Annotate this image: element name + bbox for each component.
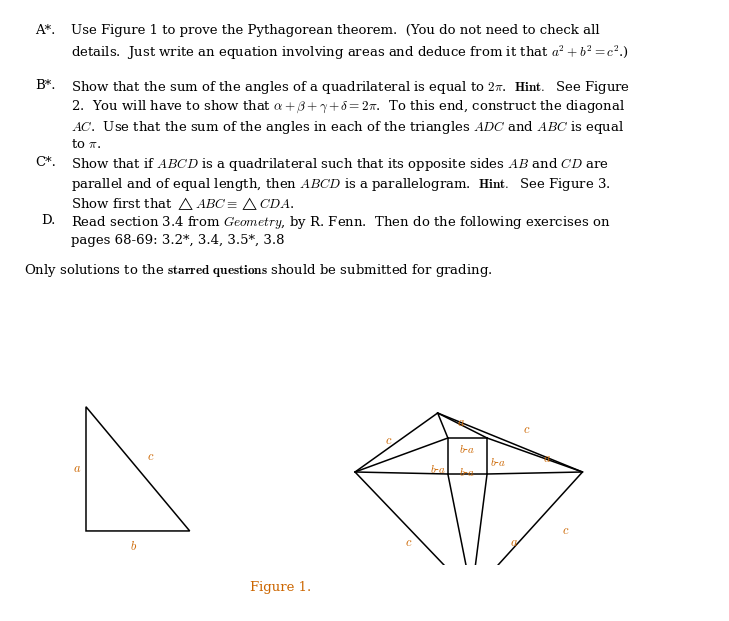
Text: $b$: $b$ — [130, 540, 137, 553]
Text: $a$: $a$ — [510, 535, 518, 548]
Text: Figure 1.: Figure 1. — [250, 581, 311, 594]
Text: $b$-$a$: $b$-$a$ — [459, 443, 475, 455]
Text: $AC$.  Use that the sum of the angles in each of the triangles $ADC$ and $ABC$ i: $AC$. Use that the sum of the angles in … — [71, 119, 625, 135]
Text: C*.: C*. — [35, 156, 56, 170]
Text: 2.  You will have to show that $\alpha+\beta+\gamma+\delta=2\pi$.  To this end, : 2. You will have to show that $\alpha+\b… — [71, 99, 625, 116]
Text: A*.: A*. — [35, 24, 55, 37]
Text: B*.: B*. — [35, 79, 55, 93]
Text: $a$: $a$ — [456, 417, 465, 430]
Text: pages 68-69: 3.2*, 3.4, 3.5*, 3.8: pages 68-69: 3.2*, 3.4, 3.5*, 3.8 — [71, 233, 285, 247]
Text: Show that if $ABCD$ is a quadrilateral such that its opposite sides $AB$ and $CD: Show that if $ABCD$ is a quadrilateral s… — [71, 156, 609, 173]
Text: D.: D. — [42, 214, 56, 227]
Text: Use Figure 1 to prove the Pythagorean theorem.  (You do not need to check all: Use Figure 1 to prove the Pythagorean th… — [71, 24, 600, 37]
Text: $c$: $c$ — [562, 524, 569, 537]
Text: $c$: $c$ — [386, 435, 393, 448]
Text: to $\pi$.: to $\pi$. — [71, 138, 101, 151]
Text: $b$-$a$: $b$-$a$ — [459, 466, 475, 478]
Text: Show first that $\triangle ABC \equiv \triangle CDA$.: Show first that $\triangle ABC \equiv \t… — [71, 196, 295, 212]
Text: details.  Just write an equation involving areas and deduce from it that $a^2+b^: details. Just write an equation involvin… — [71, 43, 630, 61]
Text: Show that the sum of the angles of a quadrilateral is equal to $2\pi$.  $\mathbf: Show that the sum of the angles of a qua… — [71, 79, 631, 96]
Text: $c$: $c$ — [147, 450, 155, 463]
Text: $b$-$a$: $b$-$a$ — [490, 456, 506, 468]
Text: Only solutions to the $\mathbf{starred\ questions}$ should be submitted for grad: Only solutions to the $\mathbf{starred\ … — [24, 262, 493, 279]
Text: $a$: $a$ — [73, 463, 82, 475]
Text: parallel and of equal length, then $ABCD$ is a parallelogram.  $\mathbf{Hint.}$ : parallel and of equal length, then $ABCD… — [71, 176, 611, 193]
Text: $a$: $a$ — [542, 451, 551, 465]
Text: $c$: $c$ — [523, 424, 530, 437]
Text: $b$-$a$: $b$-$a$ — [429, 463, 445, 475]
Text: $c$: $c$ — [405, 537, 413, 550]
Text: Read section 3.4 from $\mathit{Geometry}$, by R. Fenn.  Then do the following ex: Read section 3.4 from $\mathit{Geometry}… — [71, 214, 611, 231]
